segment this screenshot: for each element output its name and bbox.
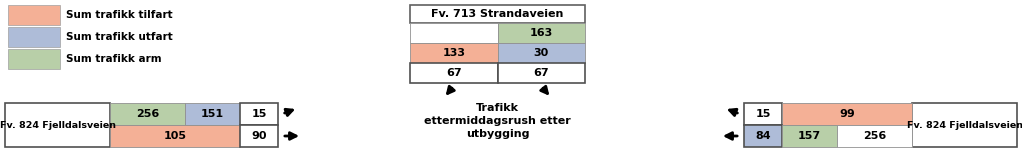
Bar [240, 103, 278, 125]
Bar [837, 125, 912, 147]
Text: 256: 256 [136, 109, 159, 119]
Text: 15: 15 [755, 109, 771, 119]
Bar [912, 103, 1017, 147]
Text: 67: 67 [533, 68, 549, 78]
Text: 67: 67 [446, 68, 462, 78]
Text: 90: 90 [251, 131, 267, 141]
Text: 15: 15 [251, 109, 267, 119]
Text: Sum trafikk tilfart: Sum trafikk tilfart [66, 10, 173, 20]
Bar [8, 49, 60, 69]
Bar [240, 125, 278, 147]
Bar [498, 63, 585, 83]
Text: 84: 84 [755, 131, 771, 141]
Bar [498, 43, 585, 63]
Bar [410, 23, 498, 43]
Text: 157: 157 [798, 131, 821, 141]
Bar [410, 43, 498, 63]
Text: ettermiddagsrush etter: ettermiddagsrush etter [424, 116, 571, 126]
Bar [744, 103, 782, 125]
Text: 105: 105 [164, 131, 186, 141]
Text: 133: 133 [443, 48, 465, 58]
Text: Sum trafikk utfart: Sum trafikk utfart [66, 32, 173, 42]
Text: 163: 163 [529, 28, 553, 38]
Bar [8, 27, 60, 47]
Bar [185, 103, 240, 125]
Bar [782, 103, 912, 125]
Bar [110, 103, 185, 125]
Text: 256: 256 [863, 131, 886, 141]
Text: Trafikk: Trafikk [476, 103, 519, 113]
Text: Fv. 713 Strandaveien: Fv. 713 Strandaveien [431, 9, 564, 19]
Text: Sum trafikk arm: Sum trafikk arm [66, 54, 161, 64]
Bar [8, 5, 60, 25]
Bar [5, 103, 110, 147]
Text: Fv. 824 Fjelldalsveien: Fv. 824 Fjelldalsveien [0, 120, 115, 130]
Text: 151: 151 [201, 109, 224, 119]
Bar [782, 125, 837, 147]
Bar [110, 125, 240, 147]
Bar [410, 63, 498, 83]
Text: 30: 30 [533, 48, 549, 58]
Text: Fv. 824 Fjelldalsveien: Fv. 824 Fjelldalsveien [907, 120, 1022, 130]
Bar [410, 5, 585, 23]
Bar [498, 23, 585, 43]
Text: utbygging: utbygging [466, 129, 529, 139]
Text: 99: 99 [839, 109, 854, 119]
Bar [744, 125, 782, 147]
